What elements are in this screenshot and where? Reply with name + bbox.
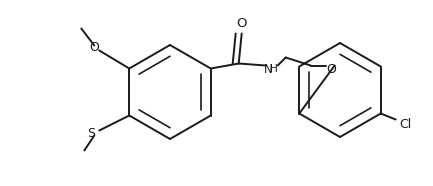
Text: N: N [264, 63, 273, 76]
Text: Cl: Cl [400, 118, 412, 131]
Text: O: O [89, 41, 99, 54]
Text: O: O [236, 17, 247, 30]
Text: S: S [87, 127, 95, 140]
Text: H: H [270, 65, 278, 75]
Text: O: O [326, 63, 336, 76]
